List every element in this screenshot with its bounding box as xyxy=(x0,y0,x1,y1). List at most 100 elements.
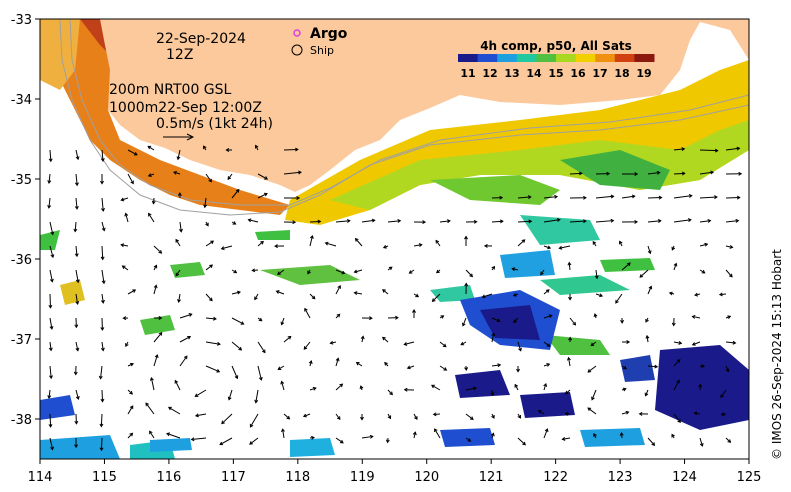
current-arrow xyxy=(543,382,548,391)
current-arrow xyxy=(461,317,467,327)
ship-marker-icon xyxy=(291,44,303,56)
current-arrow xyxy=(49,245,55,259)
current-arrow xyxy=(361,434,374,439)
current-arrow xyxy=(618,240,623,247)
current-arrow xyxy=(639,269,649,278)
current-arrow xyxy=(283,196,301,200)
current-arrow xyxy=(277,365,285,370)
current-arrow xyxy=(432,412,441,417)
current-arrow xyxy=(153,264,158,271)
current-arrow xyxy=(382,336,389,343)
current-arrow xyxy=(283,170,302,175)
current-arrow xyxy=(699,195,718,200)
current-arrow xyxy=(725,365,730,373)
current-arrow xyxy=(329,340,337,345)
current-arrow xyxy=(434,428,441,439)
current-arrow xyxy=(673,413,681,424)
current-arrow xyxy=(673,193,693,199)
current-arrow xyxy=(593,432,597,439)
current-arrow xyxy=(280,380,285,391)
x-tick-label: 117 xyxy=(221,470,246,485)
current-arrow xyxy=(173,170,181,175)
current-arrow xyxy=(490,432,495,439)
current-arrow xyxy=(517,437,526,446)
current-arrow xyxy=(359,385,364,391)
colorbar-tick-label: 11 xyxy=(460,67,475,80)
current-arrow xyxy=(718,292,727,297)
colorbar-tick-label: 15 xyxy=(548,67,563,80)
current-arrow xyxy=(569,195,587,200)
current-arrow xyxy=(620,317,625,324)
map-plot-area xyxy=(40,19,749,459)
current-arrow xyxy=(74,173,79,187)
current-arrow xyxy=(517,413,521,419)
current-arrow xyxy=(153,316,163,320)
current-arrow xyxy=(100,293,105,304)
current-arrow xyxy=(48,413,53,428)
current-arrow xyxy=(205,264,214,271)
current-arrow xyxy=(725,437,732,443)
land-mass xyxy=(100,19,749,192)
current-arrow xyxy=(231,269,238,274)
current-arrow xyxy=(543,245,552,250)
current-arrow xyxy=(49,365,53,380)
x-tick-label: 119 xyxy=(350,470,375,485)
current-arrow xyxy=(98,365,103,380)
current-arrow xyxy=(74,317,79,329)
current-arrow xyxy=(491,317,501,323)
y-tick-label: -34 xyxy=(11,93,32,108)
colorbar-swatch xyxy=(595,54,616,62)
current-arrow xyxy=(231,341,243,351)
y-tick-label: -37 xyxy=(11,333,32,348)
current-arrow xyxy=(147,145,155,151)
current-arrow xyxy=(517,341,522,352)
current-arrow xyxy=(568,293,573,301)
current-arrow xyxy=(121,265,129,271)
current-arrow xyxy=(699,269,706,274)
x-tick-label: 118 xyxy=(285,470,310,485)
current-arrow xyxy=(227,389,233,401)
current-arrow xyxy=(591,389,597,401)
current-arrow xyxy=(590,341,597,347)
current-arrow xyxy=(595,293,604,298)
current-arrow xyxy=(621,365,627,370)
current-arrow xyxy=(205,365,221,373)
current-arrow xyxy=(385,437,390,444)
colorbar-tick-label: 14 xyxy=(526,67,542,80)
current-arrow xyxy=(127,149,138,156)
current-arrow xyxy=(227,173,233,180)
current-arrow xyxy=(514,383,519,391)
current-arrow xyxy=(464,235,469,247)
x-tick-label: 123 xyxy=(608,470,633,485)
x-tick-label: 122 xyxy=(543,470,568,485)
current-arrow xyxy=(465,269,474,278)
current-arrow xyxy=(219,437,233,446)
current-arrow xyxy=(511,267,519,272)
colorbar-swatch xyxy=(536,54,557,62)
current-arrow xyxy=(621,387,627,392)
current-arrow xyxy=(569,219,587,224)
current-arrow xyxy=(413,220,427,225)
current-arrow xyxy=(638,411,649,416)
current-arrow xyxy=(324,241,337,247)
current-arrow xyxy=(382,289,389,295)
current-arrow xyxy=(153,245,163,254)
current-arrow xyxy=(75,269,80,284)
current-arrow xyxy=(100,389,105,403)
current-arrow xyxy=(691,341,701,346)
current-arrow xyxy=(406,365,415,370)
current-arrow xyxy=(513,317,519,324)
current-arrow xyxy=(543,194,559,199)
current-arrow xyxy=(564,389,571,395)
current-arrow xyxy=(166,432,181,439)
colorbar-swatch xyxy=(575,54,596,62)
current-arrow xyxy=(645,317,649,323)
current-arrow xyxy=(387,266,393,271)
current-arrow xyxy=(595,194,615,199)
colorbar-swatch xyxy=(458,54,479,62)
current-arrow xyxy=(221,413,233,425)
current-arrow xyxy=(257,240,264,247)
current-arrow xyxy=(354,237,363,247)
current-arrow xyxy=(517,195,532,200)
current-arrow xyxy=(439,315,445,319)
